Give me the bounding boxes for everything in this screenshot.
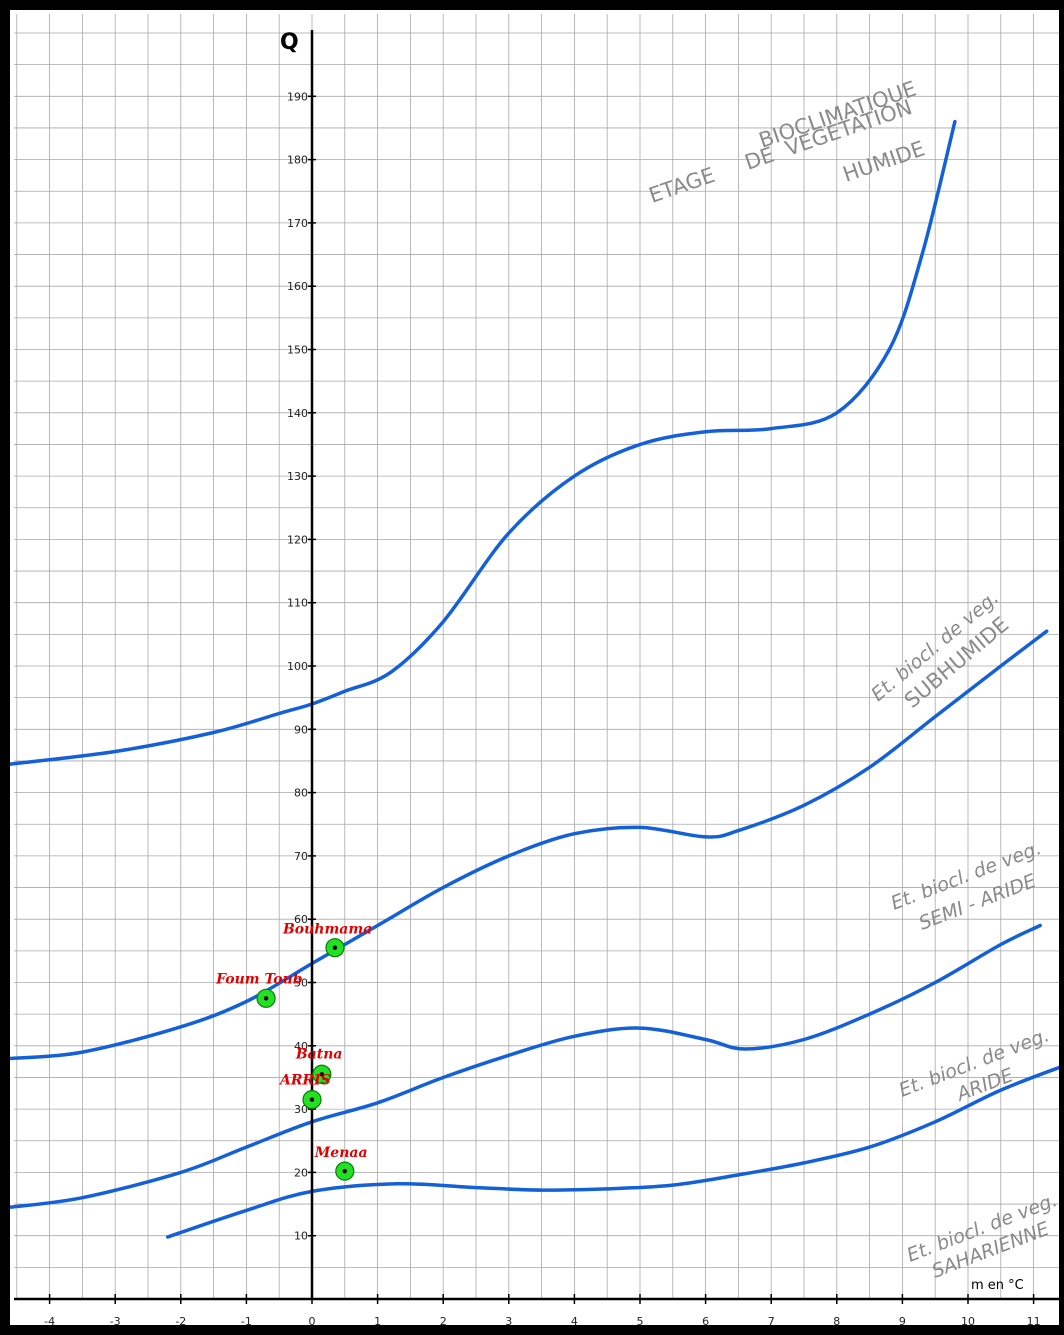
y-tick-label: 20 (294, 1166, 308, 1179)
grid (14, 14, 1060, 1300)
x-tick-label: 7 (768, 1315, 775, 1328)
x-axis-title: m en °C (971, 1278, 1024, 1293)
y-tick-label: 190 (287, 90, 308, 103)
y-tick-label: 60 (294, 913, 308, 926)
y-tick-label: 120 (287, 533, 308, 546)
x-tick-label: -3 (110, 1315, 121, 1328)
y-tick-label: 80 (294, 787, 308, 800)
station-label-menaa: Menaa (314, 1145, 368, 1161)
y-tick-label: 170 (287, 217, 308, 230)
y-tick-label: 180 (287, 154, 308, 167)
x-tick-label: 8 (833, 1315, 840, 1328)
bioclimatic-boundary-curves (8, 119, 1064, 1239)
station-label-foum-toub: Foum Toub (215, 971, 303, 987)
boundary-curve-semiaride (8, 923, 1042, 1209)
station-dot-menaa (342, 1168, 347, 1174)
tick-labels: 1020304050607080901001101201301401501601… (44, 90, 1040, 1328)
x-tick-label: 0 (309, 1315, 316, 1328)
station-label-bouhmama: Bouhmama (282, 922, 372, 938)
x-tick-label: 9 (899, 1315, 906, 1328)
y-tick-label: 50 (294, 977, 308, 990)
y-tick-label: 130 (287, 470, 308, 483)
y-tick-label: 30 (294, 1103, 308, 1116)
boundary-curve-humide (8, 119, 957, 766)
station-dot-arris (309, 1097, 315, 1102)
boundary-curve-aride (165, 1063, 1064, 1239)
x-tick-label: 1 (374, 1315, 381, 1328)
y-tick-label: 110 (287, 597, 308, 610)
y-tick-label: 100 (287, 660, 308, 673)
y-tick-label: 160 (287, 280, 308, 293)
station-label-batna: Batna (295, 1046, 343, 1062)
x-tick-label: 10 (961, 1315, 975, 1328)
x-tick-label: -2 (175, 1315, 186, 1328)
y-tick-label: 40 (294, 1040, 308, 1053)
x-tick-label: 6 (702, 1315, 709, 1328)
x-tick-label: 4 (571, 1315, 578, 1328)
boundary-curve-subhumide (8, 629, 1049, 1061)
x-tick-label: 3 (505, 1315, 512, 1328)
stations: Bouhmama Foum Toub Batna ARRIS Menaa (215, 922, 372, 1181)
x-tick-label: 5 (637, 1315, 644, 1328)
station-dot-foum-toub (263, 996, 269, 1001)
y-tick-label: 90 (294, 723, 308, 736)
x-tick-label: 2 (440, 1315, 447, 1328)
y-tick-label: 10 (294, 1230, 308, 1243)
station-dot-bouhmama (332, 945, 338, 950)
y-tick-label: 150 (287, 344, 308, 357)
x-tick-label: -4 (44, 1315, 55, 1328)
x-tick-label: -1 (241, 1315, 252, 1328)
x-tick-label: 11 (1027, 1315, 1041, 1328)
station-dot-batna (319, 1072, 325, 1077)
y-tick-label: 70 (294, 850, 308, 863)
zone-labels: BIOCLIMATIQUE ETAGE DE VEGETATION HUMIDE… (646, 76, 1061, 1282)
y-tick-label: 140 (287, 407, 308, 420)
y-axis-title: Q (280, 30, 299, 55)
station-label-arris: ARRIS (278, 1073, 331, 1089)
zone-label-humide-line-3: HUMIDE (840, 136, 928, 186)
